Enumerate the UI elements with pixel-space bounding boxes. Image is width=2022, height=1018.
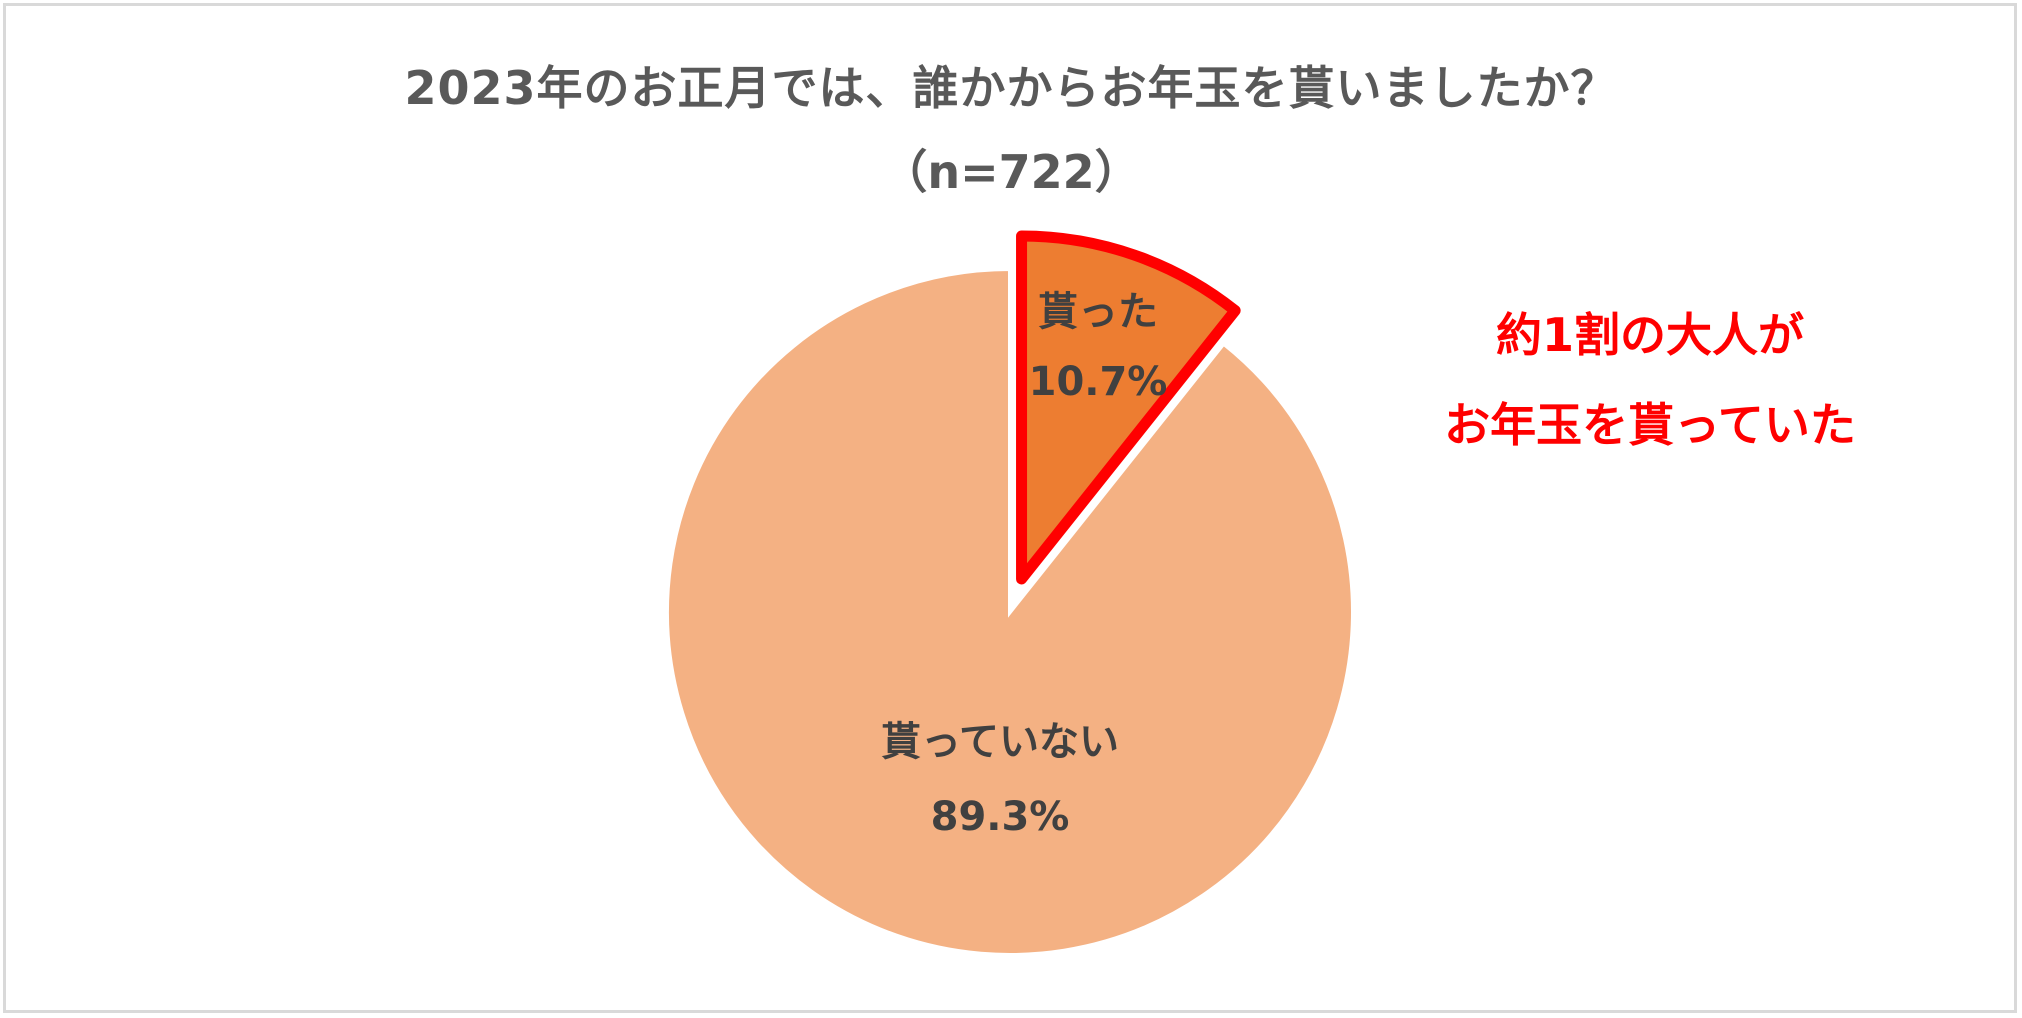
callout-annotation: 約1割の大人が お年玉を貰っていた bbox=[1400, 290, 1900, 470]
pie-slice-received bbox=[1016, 230, 1241, 585]
slice-value-received: 10.7% bbox=[1029, 359, 1168, 405]
pie-slice-not-received bbox=[665, 266, 1356, 957]
slice-label-not-received: 貰っていない bbox=[881, 719, 1119, 765]
chart-title: 2023年のお正月では、誰かからお年玉を貰いましたか？ bbox=[404, 61, 1618, 115]
slice-value-not-received: 89.3% bbox=[931, 794, 1070, 840]
chart-subtitle: （n=722） bbox=[881, 145, 1141, 199]
callout-line-2: お年玉を貰っていた bbox=[1444, 398, 1856, 452]
slice-label-received: 貰った bbox=[1038, 289, 1158, 335]
callout-line-1: 約1割の大人が bbox=[1495, 308, 1804, 362]
